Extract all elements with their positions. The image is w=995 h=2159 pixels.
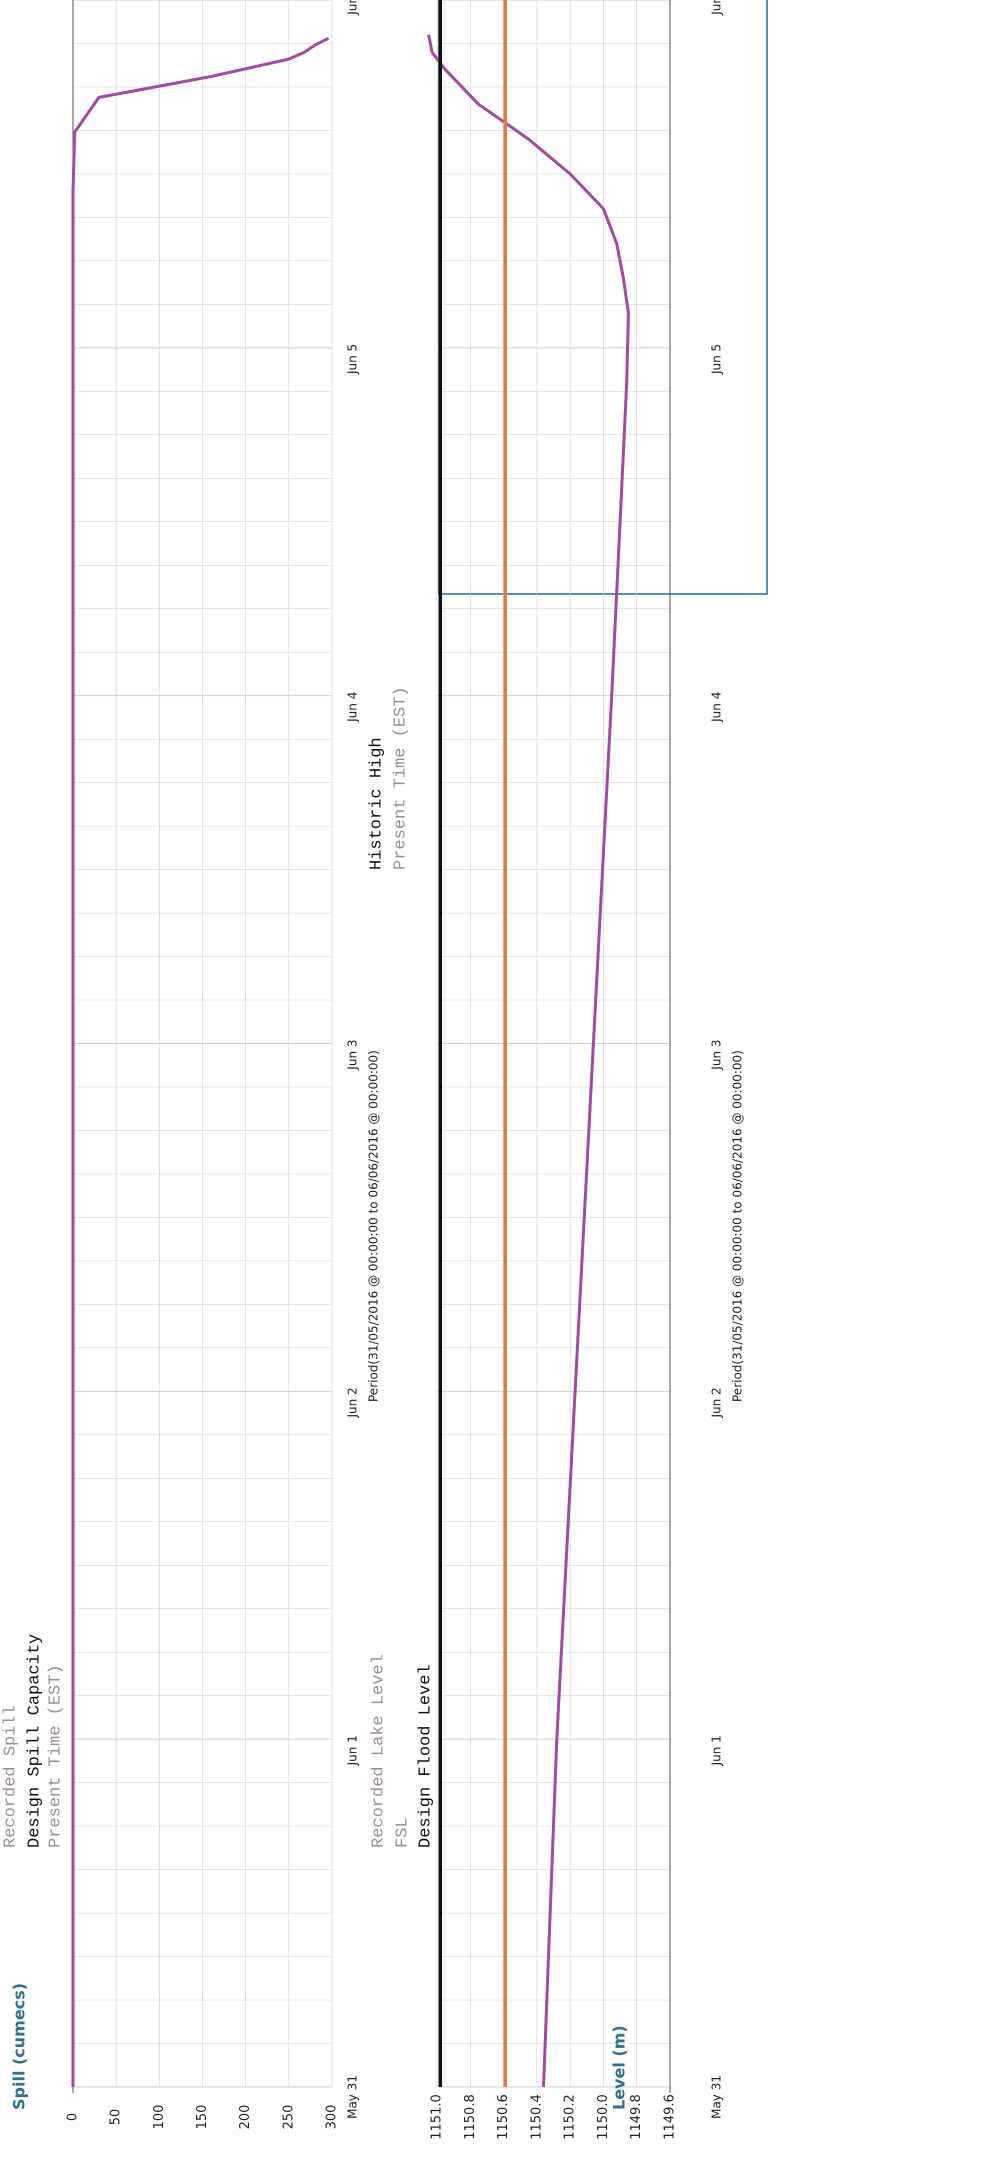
chart2-legend-item: Design Flood Level xyxy=(416,1664,435,1848)
chart1-series-recorded-spill xyxy=(71,36,330,2087)
chart2-ytick-label: 1150.2 xyxy=(563,2094,578,2140)
chart2-xtick-label: Jun 1 xyxy=(710,1735,724,1766)
info-panel xyxy=(438,0,768,595)
chart1-ytick-label: 0 xyxy=(66,2113,81,2121)
chart2-xtick-label: Jun xyxy=(710,0,724,16)
chart1-legend-item: Present Time (EST) xyxy=(46,1664,65,1848)
chart1-xtick-label: Jun 3 xyxy=(346,1040,360,1071)
chart2-legend-item: Recorded Lake Level xyxy=(369,1654,388,1848)
chart2-xtick-label: Jun 4 xyxy=(710,692,724,723)
chart2-ytick-label: 1149.8 xyxy=(629,2094,644,2140)
chart2-legend-item: FSL xyxy=(393,1817,412,1848)
chart2-ytick-label: 1150.4 xyxy=(529,2094,544,2140)
chart1-legend-item: Design Spill Capacity xyxy=(25,1634,44,1848)
chart1-xtick-label: May 31 xyxy=(346,2075,360,2119)
chart1-xtick-label: Jun 4 xyxy=(346,692,360,723)
chart2-xtick-label: May 31 xyxy=(710,2075,724,2119)
chart1-period: Period(31/05/2016 @ 00:00:00 to 06/06/20… xyxy=(367,1050,381,1402)
chart2-ytick-label: 1151.0 xyxy=(430,2094,445,2140)
chart2-ylabel: Level (m) xyxy=(610,2025,629,2110)
chart2-ytick-label: 1150.6 xyxy=(496,2094,511,2140)
chart1-ytick-label: 250 xyxy=(281,2105,296,2130)
chart2-ytick-label: 1149.6 xyxy=(663,2094,678,2140)
chart1-legend-item: Recorded Spill xyxy=(1,1705,20,1848)
chart2-period: Period(31/05/2016 @ 00:00:00 to 06/06/20… xyxy=(731,1050,745,1402)
chart1-ytick-label: 100 xyxy=(152,2105,167,2130)
chart1-xtick-label: Jun 5 xyxy=(346,344,360,375)
chart2-xtick-label: Jun 5 xyxy=(710,344,724,375)
chart2-series-recorded-lake-level xyxy=(427,34,630,2088)
chart2-legend-item: Historic High xyxy=(367,737,386,870)
chart1-ytick-label: 150 xyxy=(195,2105,210,2130)
chart2-xtick-label: Jun 2 xyxy=(710,1387,724,1418)
chart1-xtick-label: Jun xyxy=(346,0,360,16)
chart2-legend-item: Present Time (EST) xyxy=(391,686,410,870)
chart2-xtick-label: Jun 3 xyxy=(710,1040,724,1071)
chart1-ytick-label: 200 xyxy=(238,2105,253,2130)
chart1-xtick-label: Jun 1 xyxy=(346,1735,360,1766)
chart2-ytick-label: 1150.0 xyxy=(596,2094,611,2140)
chart1-ytick-label: 50 xyxy=(109,2109,124,2126)
chart2-ytick-label: 1150.8 xyxy=(463,2094,478,2140)
chart1-ytick-label: 300 xyxy=(325,2105,340,2130)
chart1-xtick-label: Jun 2 xyxy=(346,1387,360,1418)
chart1-ylabel: Spill (cumecs) xyxy=(10,1983,29,2110)
